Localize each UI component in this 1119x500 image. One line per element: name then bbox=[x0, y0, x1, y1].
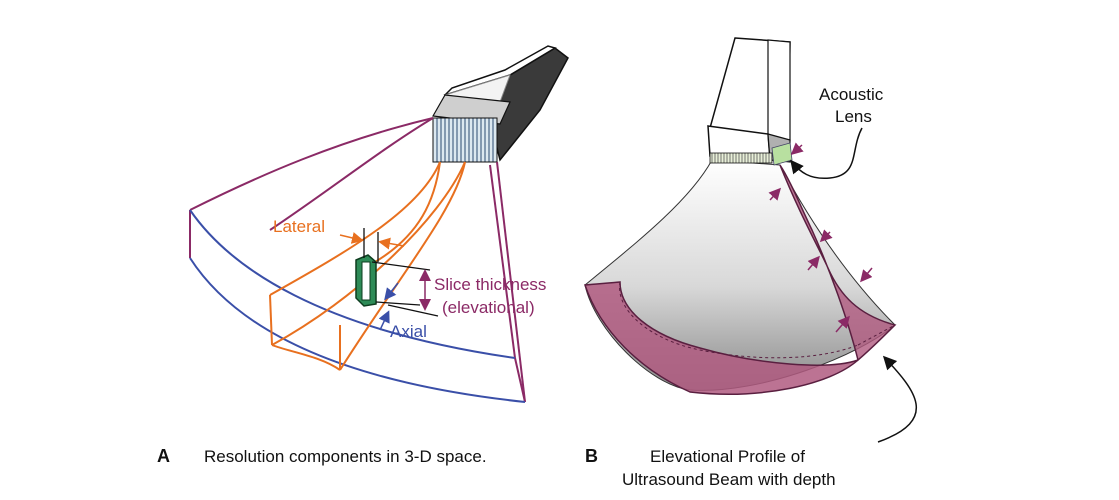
axial-arrows bbox=[378, 282, 399, 331]
panel-a-caption: Resolution components in 3-D space. bbox=[204, 447, 487, 466]
panel-a-letter: A bbox=[157, 446, 170, 466]
lateral-arrows bbox=[339, 232, 405, 250]
panel-b-caption-line2: Ultrasound Beam with depth bbox=[622, 470, 836, 489]
panel-b-letter: B bbox=[585, 446, 598, 466]
transducer-probe-a bbox=[432, 45, 569, 163]
lens-label: Lens bbox=[835, 107, 872, 126]
panel-b-illustration: Acoustic Lens bbox=[583, 37, 918, 443]
acoustic-label: Acoustic bbox=[819, 85, 884, 104]
panel-a-illustration: Lateral Slice thickness (elevational) Ax… bbox=[189, 45, 569, 403]
lateral-label: Lateral bbox=[273, 217, 325, 236]
sector-base-arc bbox=[189, 209, 526, 403]
slice-thickness-label: Slice thickness bbox=[434, 275, 546, 294]
axial-label: Axial bbox=[390, 322, 427, 341]
beam-lateral-profile bbox=[269, 161, 466, 371]
lens-callout-arrow bbox=[790, 127, 863, 180]
panel-b-caption-line1: Elevational Profile of bbox=[650, 447, 805, 466]
profile-callout-arrow bbox=[877, 355, 918, 443]
elevational-profile bbox=[779, 164, 897, 362]
transducer-probe-b bbox=[707, 37, 793, 166]
slice-elevational-label: (elevational) bbox=[442, 298, 535, 317]
dimension-lines bbox=[363, 228, 439, 317]
beam-front-face bbox=[583, 281, 859, 395]
profile-arrows bbox=[768, 142, 873, 333]
resolution-voxel bbox=[355, 254, 377, 307]
beam-volume bbox=[584, 159, 896, 391]
imaging-sector-outline bbox=[189, 117, 526, 403]
